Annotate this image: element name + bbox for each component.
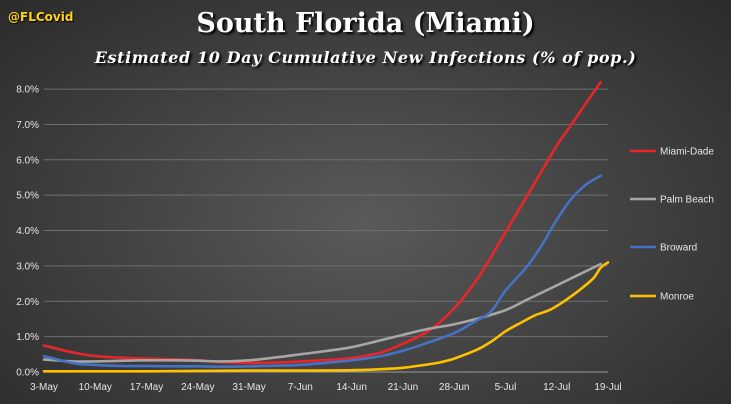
gridlines — [44, 88, 608, 373]
x-tick-label: 10-May — [79, 382, 112, 393]
y-tick-label: 8.0% — [16, 85, 39, 96]
legend-item-miami-dade: Miami-Dade — [630, 147, 714, 158]
y-tick-label: 2.0% — [16, 297, 39, 308]
x-tick-label: 24-May — [181, 382, 214, 393]
x-tick-label: 12-Jul — [543, 382, 570, 393]
legend-label: Palm Beach — [660, 195, 714, 206]
x-tick-label: 19-Jul — [594, 382, 621, 393]
legend-item-broward: Broward — [630, 243, 697, 254]
series-line-monroe — [42, 261, 610, 373]
legend: Miami-Dade Palm Beach Broward Monroe — [630, 147, 714, 303]
legend-label: Monroe — [660, 292, 694, 303]
legend-item-palm-beach: Palm Beach — [630, 195, 714, 206]
y-axis-ticks: 0.0% 1.0% 2.0% 3.0% 4.0% 5.0% 6.0% 7.0% 8.0% — [16, 85, 39, 379]
y-tick-label: 0.0% — [16, 368, 39, 379]
y-tick-label: 5.0% — [16, 191, 39, 202]
y-tick-label: 1.0% — [16, 332, 39, 343]
y-tick-label: 3.0% — [16, 261, 39, 272]
x-axis-ticks: 3-May 10-May 17-May 24-May 31-May 7-Jun 14-Jun… — [30, 382, 622, 393]
y-tick-label: 7.0% — [16, 120, 39, 131]
twitter-handle: @FLCovid — [8, 10, 74, 24]
y-tick-label: 4.0% — [16, 226, 39, 237]
series-lines — [42, 80, 610, 373]
chart-title: South Florida (Miami) — [196, 8, 535, 39]
legend-label: Miami-Dade — [660, 147, 714, 158]
x-tick-label: 28-Jun — [439, 382, 470, 393]
legend-item-monroe: Monroe — [630, 292, 694, 303]
x-tick-label: 31-May — [232, 382, 265, 393]
x-tick-label: 7-Jun — [288, 382, 313, 393]
x-tick-label: 14-Jun — [336, 382, 367, 393]
legend-label: Broward — [660, 243, 697, 254]
x-tick-label: 5-Jul — [495, 382, 517, 393]
series-line-broward — [42, 174, 602, 368]
x-tick-label: 3-May — [30, 382, 58, 393]
x-tick-label: 21-Jun — [388, 382, 419, 393]
x-tick-label: 17-May — [130, 382, 163, 393]
y-tick-label: 6.0% — [16, 155, 39, 166]
chart-subtitle: Estimated 10 Day Cumulative New Infectio… — [94, 48, 637, 67]
series-line-palm-beach — [42, 262, 602, 363]
